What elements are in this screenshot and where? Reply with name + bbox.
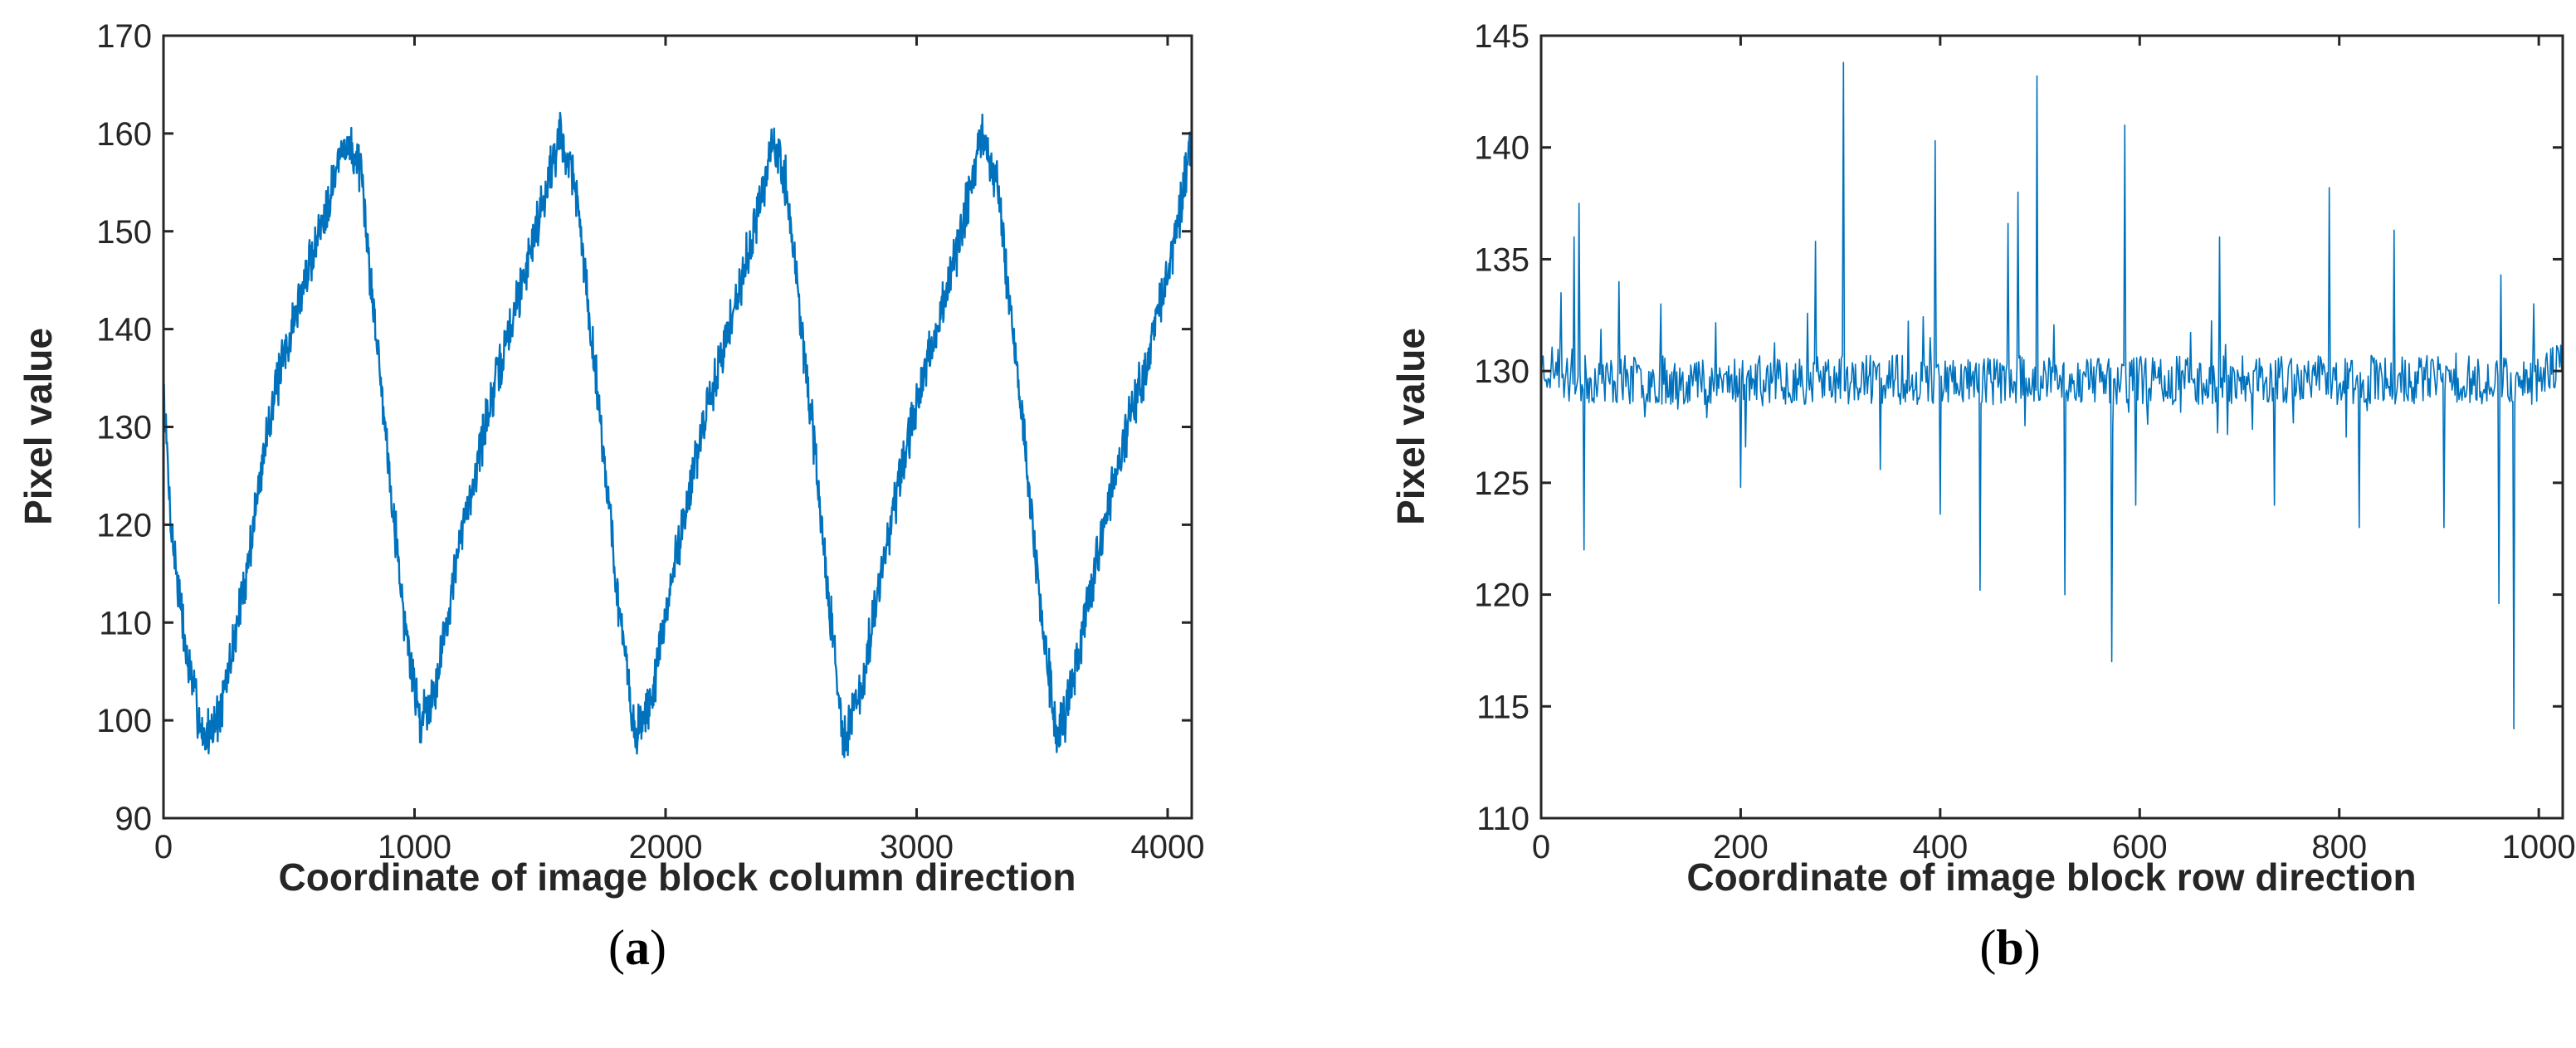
y-tick-label: 120	[1474, 578, 1530, 614]
plot-frame-b	[1539, 34, 2564, 820]
x-tick-label: 0	[1532, 829, 1550, 865]
series-line-group-a	[162, 111, 1193, 758]
x-tick-label: 1000	[2502, 829, 2576, 865]
y-tick-label: 160	[96, 116, 152, 153]
panel-label-a: (a)	[608, 920, 666, 975]
x-tick-label: 2000	[628, 829, 702, 865]
x-tick-label: 0	[154, 829, 173, 865]
y-tick-label: 145	[1474, 18, 1530, 55]
x-axis-label-a: Coordinate of image block column directi…	[279, 855, 1076, 899]
y-ticks-a: 90 100 110 120 130 140 150 160 170	[96, 18, 1192, 837]
x-tick-label: 800	[2311, 829, 2367, 865]
y-ticks-b: 110 115 120 125 130 135 140 145	[1474, 18, 2563, 837]
series-line-group-b	[1540, 61, 2564, 729]
y-axis-label-a: Pixel value	[17, 328, 60, 525]
y-tick-label: 115	[1476, 689, 1530, 725]
panel-label-b: (b)	[1979, 920, 2040, 975]
y-tick-label: 135	[1474, 241, 1530, 278]
series-line-b	[1540, 61, 2564, 729]
y-tick-label: 110	[1476, 801, 1530, 837]
y-tick-label: 140	[1474, 130, 1530, 167]
y-tick-label: 100	[96, 703, 152, 739]
x-ticks-a: 0 1000 2000 3000 4000	[154, 36, 1204, 865]
y-tick-label: 110	[99, 605, 152, 641]
x-tick-label: 3000	[880, 829, 954, 865]
x-ticks-b: 0 200 400 600 800 1000	[1532, 36, 2576, 865]
y-tick-label: 140	[96, 312, 152, 349]
y-tick-label: 90	[115, 801, 153, 837]
x-axis-label-b: Coordinate of image block row direction	[1686, 855, 2416, 899]
chart-panel-b: 0 200 400 600 800 1000 1101151201251301351401…	[1389, 18, 2576, 975]
x-tick-label: 4000	[1130, 829, 1204, 865]
x-tick-label: 400	[1912, 829, 1968, 865]
series-line-a	[162, 111, 1193, 758]
panel-label-letter-a: a	[625, 920, 650, 975]
chart-panel-a: 0 1000 2000 3000 4000 90 100 110 120 130 140 150 16…	[17, 18, 1204, 975]
x-tick-label: 600	[2112, 829, 2168, 865]
x-tick-label: 200	[1713, 829, 1769, 865]
y-tick-label: 130	[1474, 353, 1530, 390]
y-tick-label: 125	[1474, 466, 1530, 502]
y-tick-label: 130	[96, 410, 152, 446]
y-tick-label: 150	[96, 214, 152, 251]
y-tick-label: 120	[96, 507, 152, 543]
x-tick-label: 1000	[378, 829, 451, 865]
panel-label-letter-b: b	[1996, 920, 2023, 975]
y-tick-label: 170	[96, 18, 152, 55]
y-axis-label-b: Pixel value	[1389, 328, 1432, 525]
